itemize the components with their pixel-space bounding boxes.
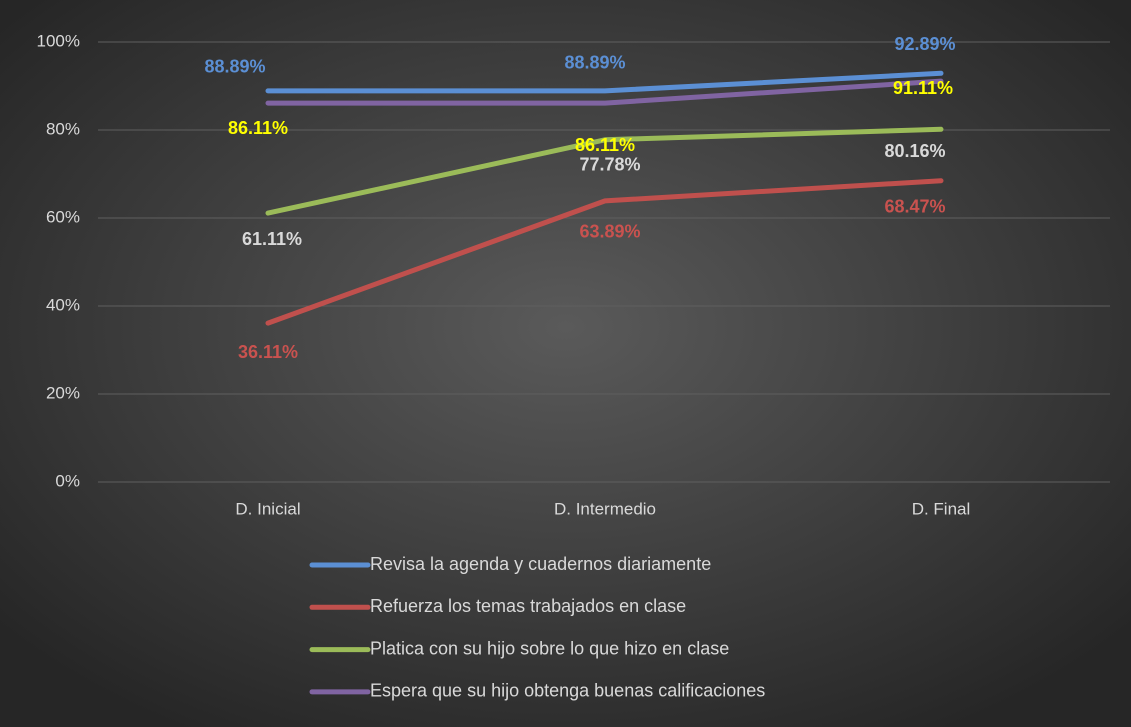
- y-tick-label: 0%: [55, 471, 80, 490]
- data-label: 61.11%: [242, 229, 302, 249]
- y-tick-label: 60%: [46, 207, 80, 226]
- series-line: [265, 126, 944, 216]
- series-line: [265, 178, 944, 326]
- y-tick-label: 100%: [37, 31, 80, 50]
- series-line: [265, 78, 944, 106]
- y-tick-label: 20%: [46, 383, 80, 402]
- y-tick-label: 40%: [46, 295, 80, 314]
- data-label: 88.89%: [204, 57, 265, 77]
- x-tick-label: D. Inicial: [235, 499, 300, 518]
- x-tick-label: D. Intermedio: [554, 499, 656, 518]
- data-label: 86.11%: [575, 135, 635, 155]
- data-label: 86.11%: [228, 118, 288, 138]
- legend-label: Espera que su hijo obtenga buenas califi…: [370, 681, 765, 701]
- legend-label: Platica con su hijo sobre lo que hizo en…: [370, 638, 729, 658]
- data-label: 80.16%: [884, 141, 945, 161]
- data-label: 77.78%: [579, 155, 640, 175]
- data-label: 92.89%: [894, 34, 955, 54]
- data-label: 88.89%: [564, 53, 625, 73]
- data-label: 36.11%: [238, 342, 298, 362]
- data-label: 63.89%: [579, 222, 640, 242]
- data-label: 91.11%: [893, 78, 953, 98]
- x-tick-label: D. Final: [912, 499, 971, 518]
- series-line: [265, 70, 944, 94]
- y-tick-label: 80%: [46, 119, 80, 138]
- legend-label: Revisa la agenda y cuadernos diariamente: [370, 554, 711, 574]
- data-label: 68.47%: [884, 196, 945, 216]
- legend-label: Refuerza los temas trabajados en clase: [370, 596, 686, 616]
